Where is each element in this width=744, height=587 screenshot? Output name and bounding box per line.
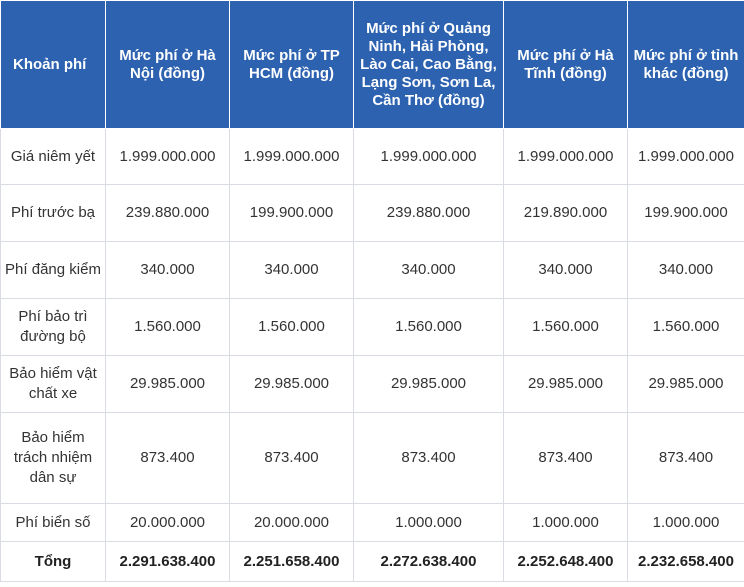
table-cell: 340.000 [229, 241, 354, 299]
table-cell: 199.900.000 [229, 184, 354, 242]
table-cell: 1.999.000.000 [229, 128, 354, 185]
table-row: Giá niêm yết 1.999.000.000 1.999.000.000… [0, 128, 744, 185]
header-group-provinces: Mức phí ở Quảng Ninh, Hải Phòng, Lào Cai… [353, 0, 504, 129]
table-cell: 1.560.000 [105, 298, 230, 356]
table-row: Bảo hiểm vật chất xe 29.985.000 29.985.0… [0, 355, 744, 413]
table-cell: 1.999.000.000 [105, 128, 230, 185]
total-cell: 2.291.638.400 [105, 541, 230, 582]
table-cell: 340.000 [503, 241, 628, 299]
table-cell: 873.400 [105, 412, 230, 504]
total-label: Tổng [0, 541, 106, 582]
table-cell: 873.400 [229, 412, 354, 504]
table-cell: 1.560.000 [229, 298, 354, 356]
table-cell: 340.000 [353, 241, 504, 299]
table-cell: 873.400 [503, 412, 628, 504]
table-cell: 1.999.000.000 [353, 128, 504, 185]
row-label: Giá niêm yết [0, 128, 106, 185]
table-cell: 20.000.000 [229, 503, 354, 542]
header-other-provinces: Mức phí ở tỉnh khác (đồng) [627, 0, 744, 129]
header-fee-type: Khoản phí [0, 0, 106, 129]
table-cell: 1.560.000 [627, 298, 744, 356]
header-hanoi: Mức phí ở Hà Nội (đồng) [105, 0, 230, 129]
total-cell: 2.232.658.400 [627, 541, 744, 582]
header-hcm: Mức phí ở TP HCM (đồng) [229, 0, 354, 129]
row-label: Phí đăng kiểm [0, 241, 106, 299]
table-cell: 29.985.000 [105, 355, 230, 413]
total-cell: 2.251.658.400 [229, 541, 354, 582]
table-row: Bảo hiểm trách nhiệm dân sự 873.400 873.… [0, 412, 744, 504]
table-row: Phí bảo trì đường bộ 1.560.000 1.560.000… [0, 298, 744, 356]
row-label: Bảo hiểm trách nhiệm dân sự [0, 412, 106, 504]
row-label: Phí bảo trì đường bộ [0, 298, 106, 356]
table-cell: 1.999.000.000 [503, 128, 628, 185]
table-cell: 1.000.000 [627, 503, 744, 542]
table-row: Phí biển số 20.000.000 20.000.000 1.000.… [0, 503, 744, 542]
table-row: Phí trước bạ 239.880.000 199.900.000 239… [0, 184, 744, 242]
table-cell: 20.000.000 [105, 503, 230, 542]
header-row: Khoản phí Mức phí ở Hà Nội (đồng) Mức ph… [0, 0, 744, 129]
total-row: Tổng 2.291.638.400 2.251.658.400 2.272.6… [0, 541, 744, 582]
table-cell: 199.900.000 [627, 184, 744, 242]
row-label: Phí trước bạ [0, 184, 106, 242]
table-cell: 29.985.000 [229, 355, 354, 413]
table-cell: 219.890.000 [503, 184, 628, 242]
table-cell: 873.400 [627, 412, 744, 504]
table-cell: 29.985.000 [503, 355, 628, 413]
header-hatinh: Mức phí ở Hà Tĩnh (đồng) [503, 0, 628, 129]
table-cell: 29.985.000 [627, 355, 744, 413]
row-label: Phí biển số [0, 503, 106, 542]
total-cell: 2.272.638.400 [353, 541, 504, 582]
table-cell: 1.000.000 [353, 503, 504, 542]
table-cell: 340.000 [105, 241, 230, 299]
table-cell: 340.000 [627, 241, 744, 299]
table-cell: 1.999.000.000 [627, 128, 744, 185]
table-row: Phí đăng kiểm 340.000 340.000 340.000 34… [0, 241, 744, 299]
table-cell: 1.000.000 [503, 503, 628, 542]
table-cell: 1.560.000 [503, 298, 628, 356]
row-label: Bảo hiểm vật chất xe [0, 355, 106, 413]
table-cell: 29.985.000 [353, 355, 504, 413]
table-cell: 239.880.000 [353, 184, 504, 242]
total-cell: 2.252.648.400 [503, 541, 628, 582]
table-cell: 1.560.000 [353, 298, 504, 356]
table-cell: 239.880.000 [105, 184, 230, 242]
table-cell: 873.400 [353, 412, 504, 504]
